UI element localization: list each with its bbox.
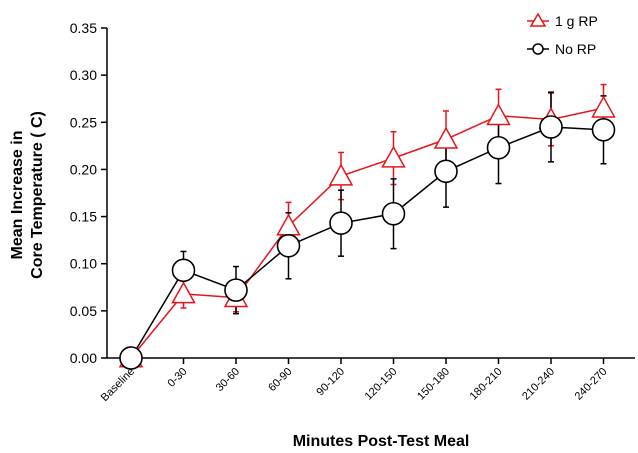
data-point — [329, 211, 353, 235]
x-axis-title: Minutes Post-Test Meal — [293, 433, 470, 450]
legend-label-1g-rp: 1 g RP — [555, 13, 598, 29]
legend-item-1g-rp: 1 g RP — [527, 12, 598, 29]
data-point — [276, 234, 301, 258]
series-no-rp — [130, 91, 607, 359]
x-tick-label: 180-210 — [468, 366, 505, 403]
data-point — [328, 163, 354, 186]
data-point — [224, 278, 248, 302]
data-point — [381, 145, 406, 168]
legend-item-no-rp: No RP — [527, 41, 596, 57]
x-tick-label: 120-150 — [363, 366, 400, 403]
legend-label-no-rp: No RP — [555, 41, 596, 57]
x-tick-label: 0-30 — [166, 366, 190, 390]
y-tick-label: 0.35 — [70, 20, 97, 36]
y-axis-ticks: 0.00 0.05 0.10 0.15 0.20 0.25 0.30 0.35 — [70, 20, 107, 366]
data-point — [591, 95, 616, 118]
x-tick-label: 210-240 — [520, 366, 557, 403]
markers-circle — [119, 115, 616, 370]
y-tick-label: 0.15 — [70, 209, 97, 225]
series-layer — [118, 83, 616, 370]
triangle-marker-icon — [529, 12, 547, 27]
x-tick-label: 150-180 — [415, 366, 452, 403]
y-tick-label: 0.05 — [70, 303, 97, 319]
y-tick-label: 0.30 — [70, 67, 97, 83]
data-point — [434, 159, 458, 184]
data-point — [591, 118, 616, 142]
markers-triangle — [118, 95, 616, 368]
data-point — [171, 258, 196, 283]
y-axis-title-line-1: Mean Increase in — [9, 131, 26, 260]
data-point — [433, 126, 459, 149]
x-tick-label: Baseline — [99, 366, 137, 404]
data-point — [486, 135, 511, 160]
legend: 1 g RP No RP — [527, 12, 598, 57]
data-point — [171, 281, 196, 304]
data-point — [539, 115, 563, 139]
x-tick-label: 60-90 — [266, 366, 294, 394]
y-tick-label: 0.25 — [70, 114, 97, 130]
x-axis-ticks: Baseline 0-30 30-60 60-90 90-120 120-150 150-1… — [99, 358, 610, 404]
series-line — [130, 126, 604, 359]
series-line — [130, 107, 604, 359]
data-point — [381, 201, 406, 226]
circle-marker-icon — [532, 43, 544, 55]
x-tick-label: 240-270 — [573, 366, 610, 403]
data-point — [486, 103, 511, 126]
y-tick-label: 0.10 — [70, 256, 97, 272]
x-tick-label: 90-120 — [314, 366, 347, 399]
y-axis-title-line-2: Core Temperature ( C) — [29, 111, 46, 279]
y-tick-label: 0.20 — [70, 161, 97, 177]
data-point — [119, 346, 143, 370]
x-tick-label: 30-60 — [214, 366, 242, 394]
y-tick-label: 0.00 — [70, 350, 97, 366]
series-1-g-rp — [130, 83, 607, 359]
